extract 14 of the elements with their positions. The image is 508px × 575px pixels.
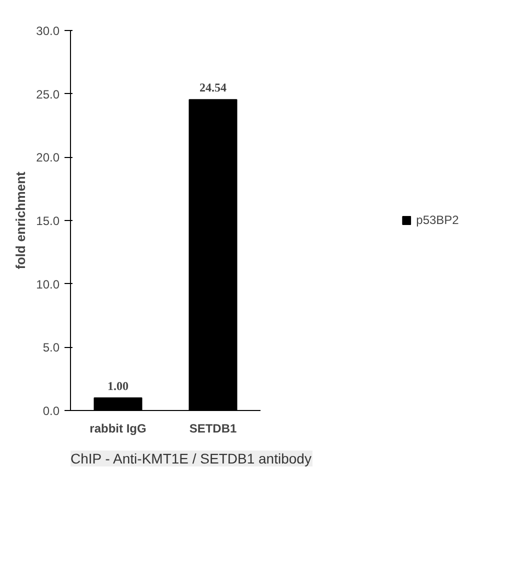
y-axis-title: fold enrichment	[13, 171, 28, 270]
y-tick-label: 20.0	[36, 150, 60, 165]
y-tick-label: 0.0	[42, 404, 60, 418]
y-tick-label: 10.0	[36, 277, 60, 292]
legend-label: p53BP2	[416, 213, 459, 227]
y-tick-label: 30.0	[36, 24, 60, 38]
x-tick-label: SETDB1	[189, 422, 237, 436]
y-tick-label: 25.0	[36, 87, 60, 102]
text: 1.00	[108, 378, 128, 393]
y-tick-label: 5.0	[42, 340, 60, 355]
text: ChIP - Anti-KMT1E / SETDB1 antibody	[70, 450, 312, 466]
text: 24.54	[200, 80, 226, 95]
y-tick-label: 15.0	[36, 214, 60, 228]
x-tick-label: rabbit IgG	[90, 422, 146, 436]
